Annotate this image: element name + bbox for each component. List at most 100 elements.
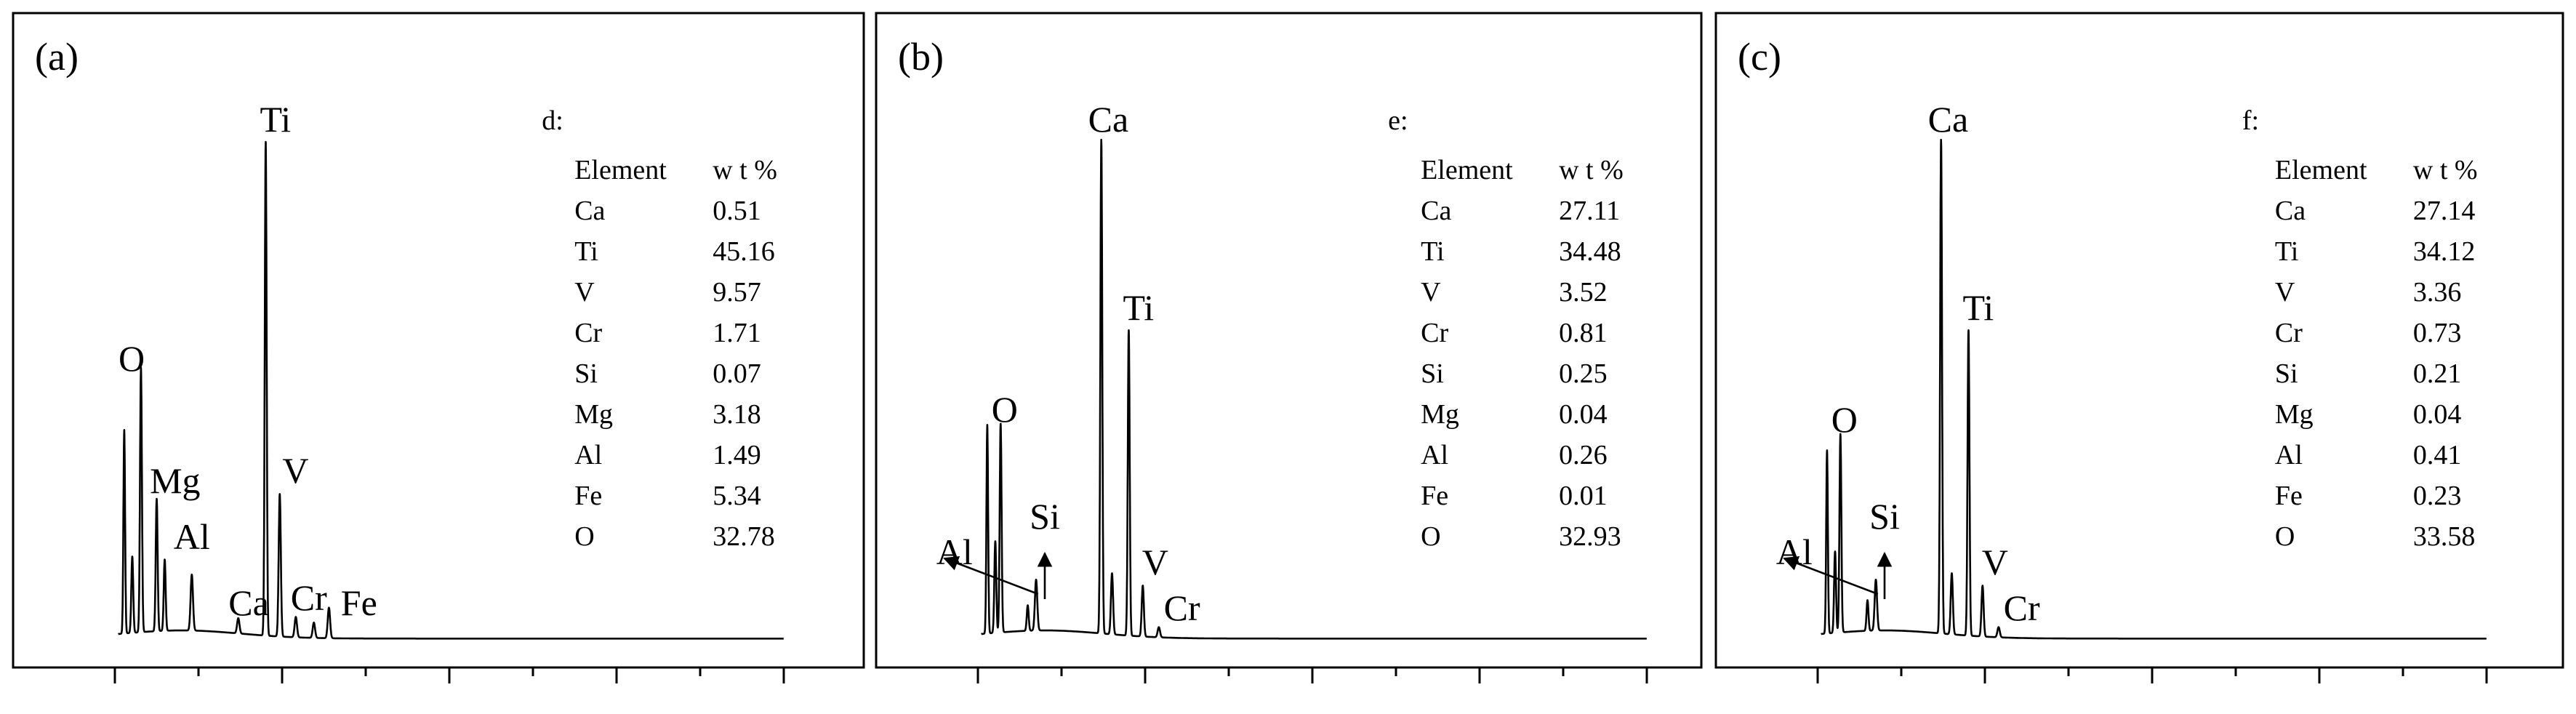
table-row: Fe 0.23 [2275,481,2462,511]
table-cell-element: Si [2275,358,2298,389]
panel-frame [1714,12,2564,669]
table-cell-wt: 0.81 [1559,318,1608,348]
table-cell-element: Cr [574,318,602,348]
table-row: Mg 3.18 [574,399,761,430]
table-cell-element: Si [1421,358,1444,389]
table-header-element: Element [2275,155,2367,185]
table-cell-wt: 1.71 [713,318,761,348]
table-row: Ti 45.16 [574,236,774,267]
peak-label: Ca [1928,99,1969,140]
table-cell-element: O [574,521,594,552]
table-row: Si 0.25 [1421,358,1608,389]
table-row: Ti 34.48 [1421,236,1621,267]
table-header-wt: w t % [1559,155,1624,185]
table-row: Si 0.21 [2275,358,2462,389]
table-cell-element: V [2275,277,2295,308]
table-header-element: Element [574,155,667,185]
table-cell-wt: 45.16 [713,236,774,267]
peak-label: Cr [2004,587,2040,628]
table-row: Cr 0.81 [1421,318,1608,348]
peak-label: Mg [150,460,200,501]
table-row: O 32.78 [574,521,774,552]
peak-label: Cr [291,577,327,618]
panels-group: (a) O Mg Al Ti V Ca Cr Fe d: Element w t % Ca 0.51 Ti 4… [12,12,2564,683]
table-cell-wt: 0.73 [2413,318,2462,348]
table-cell-wt: 0.07 [713,358,761,389]
chart-panel: (a) O Mg Al Ti V Ca Cr Fe d: Element w t % Ca 0.51 Ti 4… [12,12,865,683]
table-cell-wt: 5.34 [713,481,761,511]
table-cell-wt: 0.04 [1559,399,1608,430]
table-cell-wt: 34.48 [1559,236,1621,267]
table-header-row: Element w t % [1421,155,1624,185]
table-row: Cr 1.71 [574,318,761,348]
table-row: Al 0.41 [2275,440,2462,470]
table-cell-wt: 1.49 [713,440,761,470]
peak-label: O [119,338,145,379]
table-cell-element: O [1421,521,1440,552]
table-row: Ca 27.14 [2275,196,2476,226]
table-cell-wt: 3.52 [1559,277,1608,308]
table-row: Ti 34.12 [2275,236,2476,267]
table-caption: d: [542,105,563,136]
table-row: Al 1.49 [574,440,761,470]
table-cell-element: Ti [574,236,598,267]
table-cell-element: Fe [1421,481,1448,511]
table-cell-element: Fe [2275,481,2303,511]
table-cell-wt: 32.93 [1559,521,1621,552]
table-cell-element: Al [1421,440,1448,470]
peak-label: Fe [341,582,377,623]
table-cell-element: Mg [2275,399,2314,430]
table-cell-element: Cr [2275,318,2303,348]
table-cell-element: Si [574,358,598,389]
panel-label: (a) [35,35,79,79]
spectrum-line [1820,138,2487,640]
table-cell-wt: 32.78 [713,521,774,552]
table-cell-wt: 9.57 [713,277,761,308]
table-cell-element: V [1421,277,1441,308]
table-row: Mg 0.04 [2275,399,2462,430]
table-caption: f: [2242,105,2259,136]
table-cell-element: Ti [2275,236,2298,267]
peak-label: Ca [1088,99,1129,140]
table-row: O 33.58 [2275,521,2476,552]
table-cell-element: Cr [1421,318,1448,348]
chart-panel: (b) O Ca Ti V Cr Si Al e: Element w t % Ca 27.11 Ti 34… [875,12,1703,683]
peak-label: Ca [228,582,269,623]
table-row: V 3.36 [2275,277,2462,308]
peak-label: Cr [1164,587,1200,628]
chart-panel: (c) O Ca Ti V Cr Si Al f: Element w t % Ca 27.14 Ti 34… [1714,12,2564,683]
panel-frame [12,12,865,669]
table-row: O 32.93 [1421,521,1621,552]
annotation-arrow [1783,555,1879,595]
table-cell-wt: 0.26 [1559,440,1608,470]
table-row: Fe 5.34 [574,481,761,511]
table-cell-wt: 0.04 [2413,399,2462,430]
annotation-arrow [943,555,1039,595]
table-cell-element: O [2275,521,2295,552]
table-cell-element: Ca [574,196,605,226]
table-cell-element: Mg [1421,399,1459,430]
peak-label: O [992,389,1018,430]
table-cell-wt: 3.18 [713,399,761,430]
table-cell-element: Ca [2275,196,2306,226]
table-header-row: Element w t % [2275,155,2478,185]
table-row: V 3.52 [1421,277,1608,308]
table-row: Al 0.26 [1421,440,1608,470]
table-row: V 9.57 [574,277,761,308]
table-cell-element: Mg [574,399,613,430]
peak-label: V [1982,542,2008,582]
table-cell-element: Ti [1421,236,1444,267]
panel-label: (c) [1738,35,1781,79]
peak-label: Ti [260,99,291,140]
table-cell-wt: 0.23 [2413,481,2462,511]
table-row: Si 0.07 [574,358,761,389]
spectrum-line [117,140,785,640]
table-cell-wt: 0.21 [2413,358,2462,389]
table-header-row: Element w t % [574,155,777,185]
table-cell-element: V [574,277,595,308]
table-caption: e: [1388,105,1408,136]
table-header-element: Element [1421,155,1513,185]
table-row: Ca 27.11 [1421,196,1620,226]
peak-label: Ti [1962,287,1994,328]
